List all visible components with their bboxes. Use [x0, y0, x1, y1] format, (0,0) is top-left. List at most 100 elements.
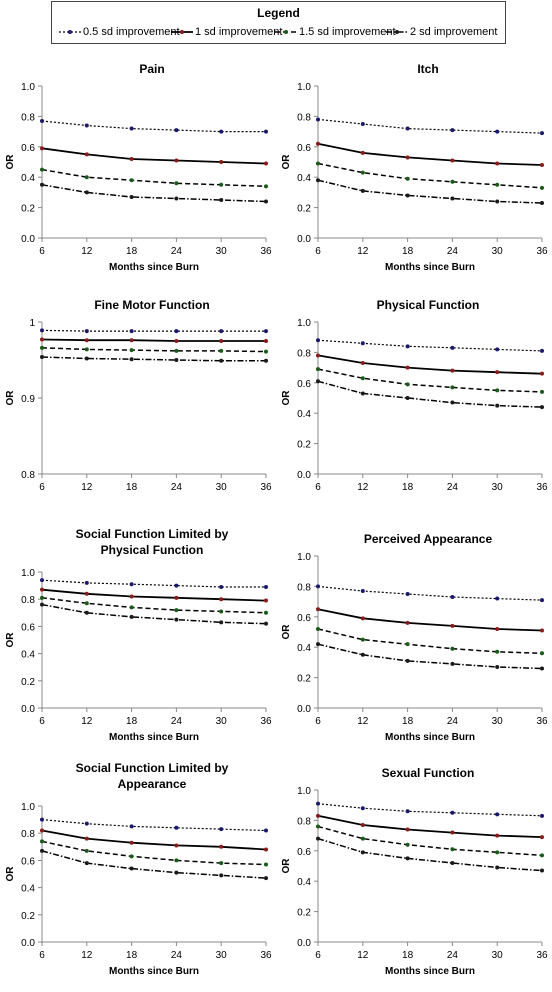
y-axis-label: OR	[281, 390, 292, 406]
data-point-1-5-sd	[264, 610, 268, 615]
data-point-0-5-sd	[540, 598, 544, 603]
data-point-1-5-sd	[495, 182, 500, 187]
y-tick-label: 0.8	[21, 112, 35, 123]
data-point-1-sd	[360, 150, 365, 155]
data-point-1-sd	[450, 158, 455, 163]
data-point-2-sd	[264, 358, 268, 363]
data-point-2-sd	[405, 396, 410, 400]
data-point-1-5-sd	[360, 637, 365, 642]
series-line-1-5-sd	[317, 825, 543, 857]
data-point-0-5-sd	[316, 801, 320, 806]
x-tick-label: 36	[260, 246, 272, 257]
x-tick-label: 24	[171, 246, 183, 257]
y-tick-label: 0.0	[21, 704, 35, 715]
data-point-1-sd	[40, 828, 44, 833]
data-point-2-sd	[450, 196, 455, 201]
data-point-1-5-sd	[540, 185, 544, 190]
series-line-1-sd	[317, 608, 543, 632]
data-point-0-5-sd	[40, 328, 44, 333]
data-point-2-sd	[264, 199, 268, 204]
x-tick-label: 12	[81, 716, 93, 727]
data-point-1-5-sd	[40, 595, 44, 600]
data-point-2-sd	[495, 199, 500, 204]
data-point-0-5-sd	[316, 117, 320, 122]
x-axis-label: Months since Burn	[385, 966, 475, 977]
data-point-1-sd	[84, 591, 89, 596]
legend-label: 2 sd improvement	[410, 26, 498, 38]
data-point-0-5-sd	[264, 828, 268, 833]
data-point-0-5-sd	[450, 595, 455, 600]
chart-title: Sexual Function	[382, 766, 475, 780]
data-point-1-sd	[316, 141, 320, 146]
y-tick-label: 0.0	[297, 704, 311, 715]
legend-label: 1.5 sd improvement	[299, 26, 396, 38]
y-tick-label: 0.6	[297, 143, 311, 154]
y-tick-label: 0.9	[21, 394, 35, 405]
data-point-0-5-sd	[495, 596, 500, 601]
data-point-1-5-sd	[495, 649, 500, 654]
data-point-2-sd	[450, 661, 455, 666]
chart-svg: Social Function Limited by Appearance 0.0 0…	[5, 761, 272, 977]
data-point-2-sd	[405, 856, 410, 861]
series-line-1-sd	[41, 829, 267, 851]
y-tick-label: 0.0	[21, 234, 35, 245]
series-line-1-sd	[41, 588, 267, 602]
data-point-0-5-sd	[495, 347, 500, 352]
data-point-0-5-sd	[129, 329, 134, 334]
x-tick-label: 18	[126, 482, 138, 493]
y-tick-label: 0.2	[297, 204, 311, 215]
data-point-1-sd	[405, 620, 410, 625]
data-point-1-5-sd	[84, 347, 89, 352]
x-tick-label: 30	[216, 246, 228, 257]
series-line-0-5-sd	[317, 118, 543, 134]
data-point-0-5-sd	[495, 129, 500, 134]
data-point-0-5-sd	[174, 329, 179, 334]
x-tick-label: 12	[357, 482, 369, 493]
data-point-0-5-sd	[495, 812, 500, 817]
series-line-1-5-sd	[317, 368, 543, 393]
data-point-2-sd	[316, 178, 320, 183]
y-tick-label: 1.0	[21, 802, 35, 813]
data-point-1-5-sd	[219, 348, 224, 353]
data-point-1-sd	[174, 158, 179, 163]
x-tick-label: 30	[216, 716, 228, 727]
data-point-1-5-sd	[316, 824, 320, 829]
data-point-1-5-sd	[405, 642, 410, 647]
data-point-1-sd	[316, 813, 320, 818]
data-point-0-5-sd	[316, 338, 320, 343]
x-tick-label: 12	[357, 246, 369, 257]
data-point-0-5-sd	[84, 821, 89, 826]
data-point-1-sd	[540, 835, 544, 840]
series-line-1-sd	[317, 142, 543, 166]
x-tick-label: 24	[171, 482, 183, 493]
data-point-2-sd	[264, 876, 268, 881]
data-point-1-sd	[129, 594, 134, 599]
data-point-2-sd	[219, 620, 224, 625]
data-point-2-sd	[174, 617, 179, 622]
data-point-2-sd	[129, 866, 134, 871]
data-point-0-5-sd	[450, 345, 455, 350]
data-point-0-5-sd	[405, 592, 410, 596]
data-point-1-5-sd	[174, 181, 179, 186]
y-axis-label: OR	[5, 154, 16, 170]
data-point-1-5-sd	[316, 626, 320, 631]
x-tick-label: 6	[39, 246, 45, 257]
x-tick-label: 30	[492, 246, 504, 257]
y-tick-label: 0.6	[21, 143, 35, 154]
data-point-1-sd	[264, 598, 268, 603]
y-axis-label: OR	[5, 866, 16, 882]
data-point-0-5-sd	[40, 817, 44, 822]
y-tick-label: 1.0	[21, 82, 35, 93]
data-point-2-sd	[360, 850, 365, 855]
chart-title: Social Function Limited by Appearance	[76, 761, 229, 791]
x-tick-label: 36	[260, 716, 272, 727]
data-point-2-sd	[40, 354, 44, 359]
y-tick-label: 0.4	[297, 409, 311, 420]
data-point-1-5-sd	[174, 858, 179, 863]
data-point-1-sd	[450, 368, 455, 373]
data-point-2-sd	[129, 194, 134, 199]
data-point-1-sd	[264, 847, 268, 852]
y-tick-label: 0.2	[21, 204, 35, 215]
y-tick-label: 1.0	[297, 318, 311, 329]
data-point-0-5-sd	[360, 588, 365, 593]
